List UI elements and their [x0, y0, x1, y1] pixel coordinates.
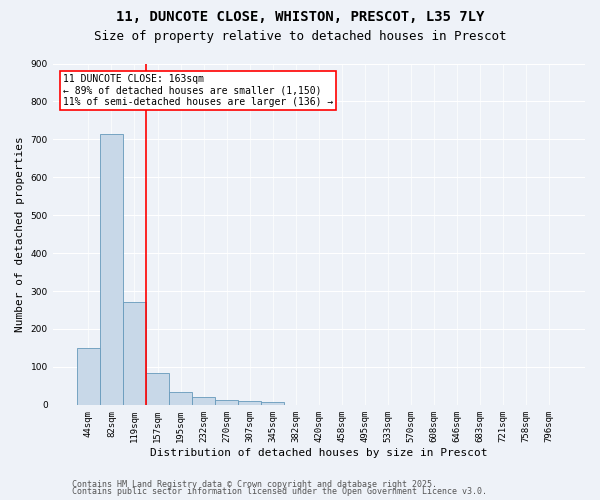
Bar	[238, 401, 261, 405]
Bar	[123, 302, 146, 405]
Text: 11, DUNCOTE CLOSE, WHISTON, PRESCOT, L35 7LY: 11, DUNCOTE CLOSE, WHISTON, PRESCOT, L35…	[116, 10, 484, 24]
Y-axis label: Number of detached properties: Number of detached properties	[15, 136, 25, 332]
Text: Contains HM Land Registry data © Crown copyright and database right 2025.: Contains HM Land Registry data © Crown c…	[72, 480, 437, 489]
Bar	[215, 400, 238, 405]
Text: Contains public sector information licensed under the Open Government Licence v3: Contains public sector information licen…	[72, 487, 487, 496]
X-axis label: Distribution of detached houses by size in Prescot: Distribution of detached houses by size …	[150, 448, 488, 458]
Bar	[146, 372, 169, 405]
Bar	[100, 134, 123, 405]
Bar	[261, 402, 284, 405]
Bar	[169, 392, 192, 405]
Bar	[192, 397, 215, 405]
Bar	[77, 348, 100, 405]
Text: Size of property relative to detached houses in Prescot: Size of property relative to detached ho…	[94, 30, 506, 43]
Text: 11 DUNCOTE CLOSE: 163sqm
← 89% of detached houses are smaller (1,150)
11% of sem: 11 DUNCOTE CLOSE: 163sqm ← 89% of detach…	[64, 74, 334, 107]
